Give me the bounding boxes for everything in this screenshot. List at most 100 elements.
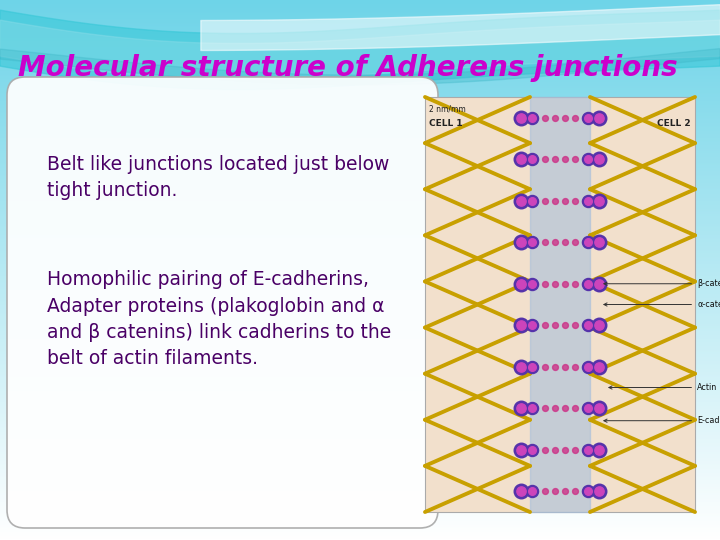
Point bbox=[539, 404, 551, 413]
Point bbox=[516, 155, 527, 164]
Point bbox=[582, 113, 594, 122]
Point bbox=[549, 362, 561, 371]
Point bbox=[579, 362, 590, 371]
Point bbox=[559, 362, 571, 371]
Point bbox=[582, 404, 594, 413]
Point bbox=[593, 446, 605, 454]
Point bbox=[593, 238, 605, 247]
Point bbox=[582, 155, 594, 164]
Point bbox=[579, 404, 590, 413]
Point bbox=[539, 197, 551, 205]
Point bbox=[582, 446, 594, 454]
Point bbox=[593, 362, 605, 371]
Point bbox=[593, 279, 605, 288]
Point bbox=[539, 238, 551, 247]
Text: Homophilic pairing of E-cadherins,
Adapter proteins (plakoglobin and α
and β cat: Homophilic pairing of E-cadherins, Adapt… bbox=[47, 270, 391, 368]
Point bbox=[516, 321, 527, 329]
Point bbox=[529, 404, 541, 413]
Point bbox=[526, 155, 538, 164]
Point bbox=[529, 487, 541, 496]
Point bbox=[516, 238, 527, 247]
Point bbox=[549, 238, 561, 247]
Point bbox=[539, 155, 551, 164]
Point bbox=[559, 155, 571, 164]
Point bbox=[526, 321, 538, 329]
Point bbox=[516, 446, 527, 454]
Point bbox=[559, 487, 571, 496]
Point bbox=[529, 238, 541, 247]
Point bbox=[526, 487, 538, 496]
Point bbox=[516, 113, 527, 122]
Point bbox=[570, 487, 581, 496]
Point bbox=[570, 279, 581, 288]
Point bbox=[549, 113, 561, 122]
Point bbox=[539, 279, 551, 288]
Point bbox=[526, 404, 538, 413]
Point bbox=[539, 113, 551, 122]
Text: CELL 1: CELL 1 bbox=[429, 119, 463, 128]
Point bbox=[529, 279, 541, 288]
Point bbox=[526, 197, 538, 205]
Point bbox=[582, 279, 594, 288]
Point bbox=[593, 321, 605, 329]
Point bbox=[570, 404, 581, 413]
Point bbox=[539, 321, 551, 329]
Point bbox=[593, 362, 605, 371]
Point bbox=[579, 446, 590, 454]
Point bbox=[582, 197, 594, 205]
Point bbox=[516, 362, 527, 371]
Point bbox=[516, 279, 527, 288]
Point bbox=[593, 155, 605, 164]
Point bbox=[549, 279, 561, 288]
Point bbox=[529, 321, 541, 329]
Point bbox=[516, 446, 527, 454]
Point bbox=[516, 113, 527, 122]
Point bbox=[582, 238, 594, 247]
Point bbox=[526, 238, 538, 247]
Point bbox=[526, 238, 538, 247]
Point bbox=[549, 404, 561, 413]
Point bbox=[570, 155, 581, 164]
Point bbox=[559, 446, 571, 454]
Text: Actin: Actin bbox=[609, 383, 717, 392]
Point bbox=[593, 279, 605, 288]
Point bbox=[593, 113, 605, 122]
Point bbox=[593, 404, 605, 413]
Point bbox=[593, 155, 605, 164]
Text: Belt like junctions located just below
tight junction.: Belt like junctions located just below t… bbox=[47, 155, 390, 200]
Point bbox=[549, 197, 561, 205]
Bar bbox=[425, 97, 695, 512]
Point bbox=[559, 404, 571, 413]
Point bbox=[570, 113, 581, 122]
Point bbox=[526, 279, 538, 288]
Point bbox=[526, 113, 538, 122]
Point bbox=[579, 279, 590, 288]
Point bbox=[529, 113, 541, 122]
Point bbox=[593, 321, 605, 329]
Point bbox=[582, 446, 594, 454]
Point bbox=[593, 404, 605, 413]
Point bbox=[526, 113, 538, 122]
Point bbox=[582, 279, 594, 288]
Text: α-catenin: α-catenin bbox=[604, 300, 720, 309]
Point bbox=[516, 487, 527, 496]
Point bbox=[579, 321, 590, 329]
Point bbox=[516, 238, 527, 247]
Point bbox=[526, 404, 538, 413]
Point bbox=[526, 446, 538, 454]
Point bbox=[529, 446, 541, 454]
Point bbox=[582, 404, 594, 413]
Text: β-catenin: β-catenin bbox=[604, 279, 720, 288]
Point bbox=[593, 238, 605, 247]
Point bbox=[516, 321, 527, 329]
Point bbox=[579, 238, 590, 247]
Point bbox=[559, 279, 571, 288]
Text: 2 nm/mm: 2 nm/mm bbox=[429, 105, 466, 114]
Point bbox=[526, 446, 538, 454]
Point bbox=[579, 155, 590, 164]
Point bbox=[526, 155, 538, 164]
Point bbox=[539, 487, 551, 496]
Point bbox=[570, 362, 581, 371]
Point bbox=[559, 197, 571, 205]
Text: E-cadherin: E-cadherin bbox=[604, 416, 720, 425]
